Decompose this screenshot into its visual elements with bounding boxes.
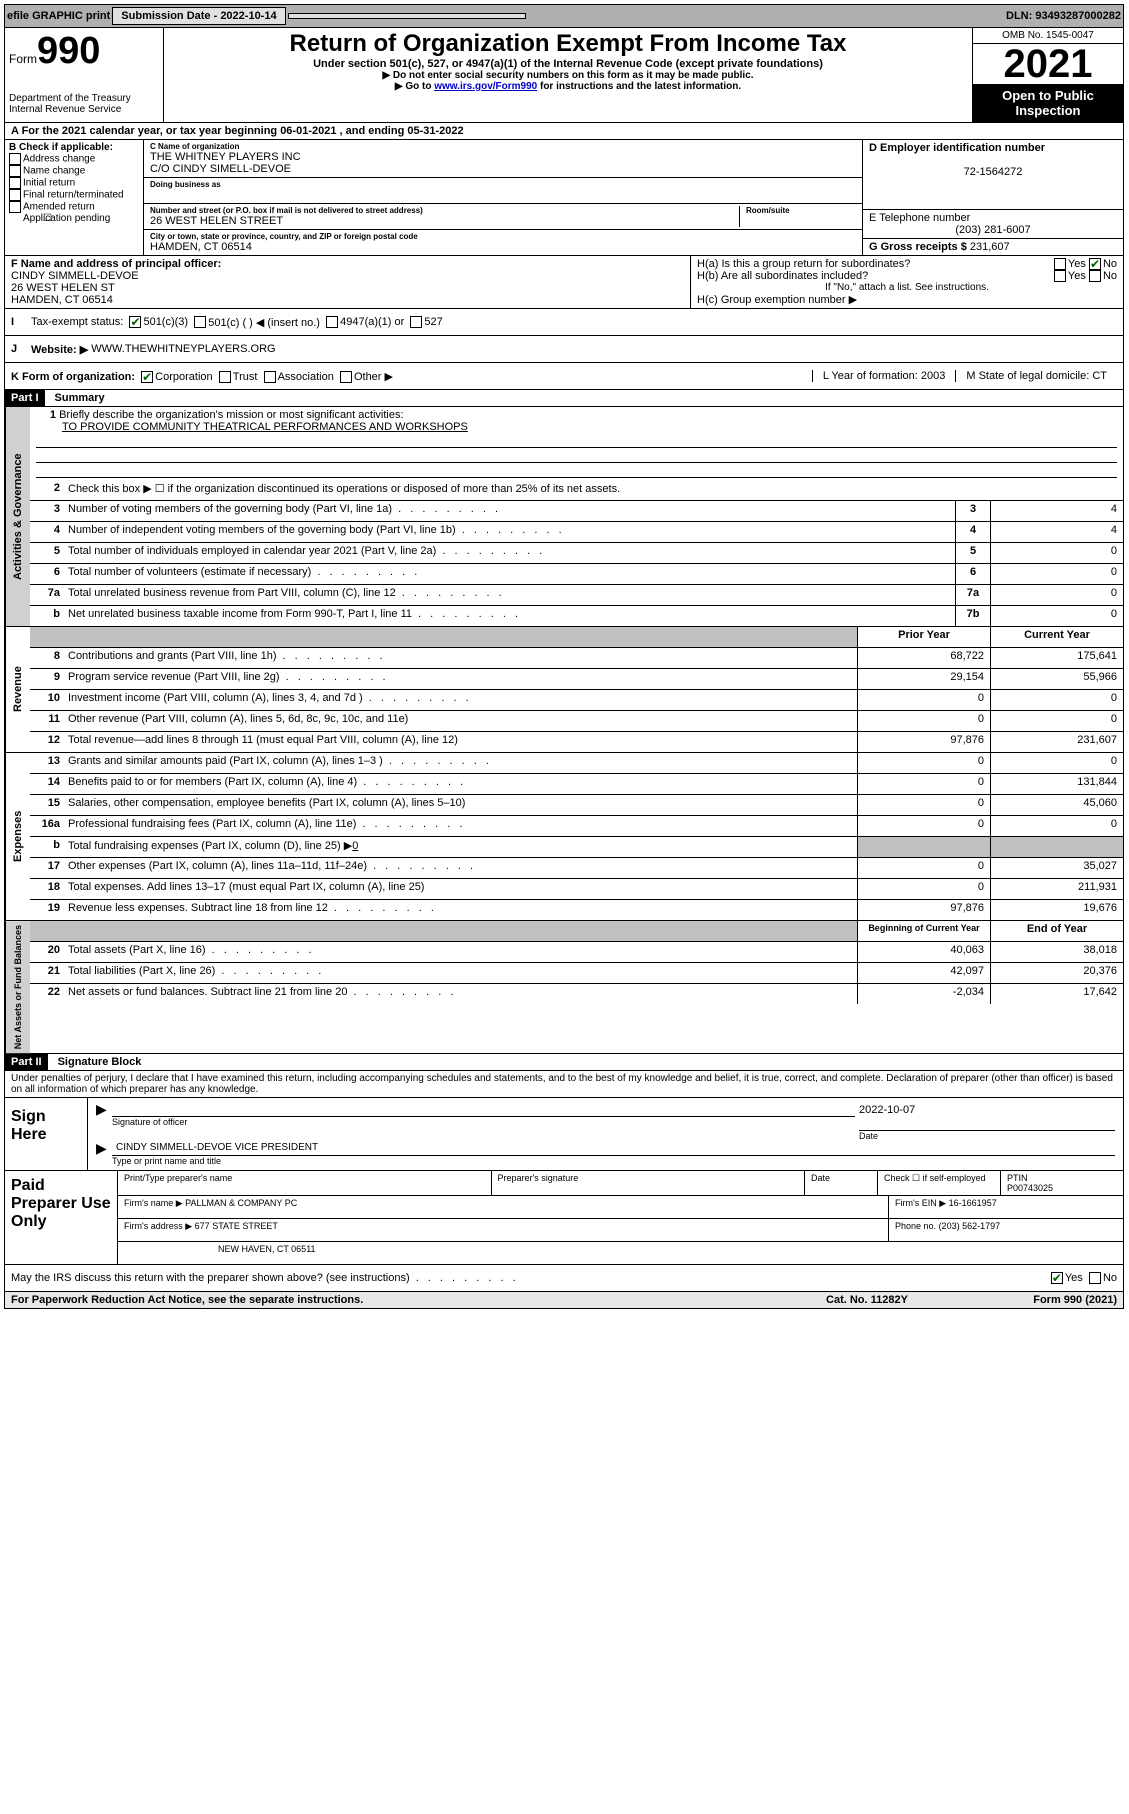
- year-formation: L Year of formation: 2003: [812, 370, 956, 382]
- form-number: Form990: [9, 30, 159, 73]
- entity-block: B Check if applicable: Address change Na…: [4, 140, 1124, 256]
- dept-label: Department of the Treasury: [9, 93, 159, 104]
- sign-here-block: Sign Here ▶ Signature of officer 2022-10…: [4, 1098, 1124, 1171]
- h-a-label: H(a) Is this a group return for subordin…: [697, 258, 1054, 270]
- row-j: J Website: ▶ WWW.THEWHITNEYPLAYERS.ORG: [4, 336, 1124, 363]
- row-a-tax-year: A For the 2021 calendar year, or tax yea…: [4, 123, 1124, 140]
- officer-city: HAMDEN, CT 06514: [11, 294, 113, 306]
- ein-label: D Employer identification number: [869, 142, 1045, 154]
- firm-addr-2: NEW HAVEN, CT 06511: [118, 1242, 1123, 1264]
- ein-value: 72-1564272: [869, 166, 1117, 178]
- form-header: Form990 Department of the Treasury Inter…: [4, 28, 1124, 123]
- form-subtitle: Under section 501(c), 527, or 4947(a)(1)…: [170, 58, 966, 70]
- pending-icon: ☐: [43, 213, 52, 224]
- gross-receipts-label: G Gross receipts $: [869, 241, 967, 253]
- revenue-section: Revenue Prior YearCurrent Year 8Contribu…: [4, 627, 1124, 753]
- sign-date: 2022-10-07: [859, 1104, 1119, 1116]
- irs-label: Internal Revenue Service: [9, 104, 159, 115]
- ptin-value: P00743025: [1007, 1183, 1053, 1193]
- part-ii-header: Part II Signature Block: [4, 1054, 1124, 1071]
- box-b: B Check if applicable: Address change Na…: [5, 140, 144, 255]
- declaration-text: Under penalties of perjury, I declare th…: [4, 1071, 1124, 1098]
- form-note-1: ▶ Do not enter social security numbers o…: [170, 70, 966, 81]
- open-to-public: Open to Public Inspection: [973, 84, 1123, 122]
- side-net-assets: Net Assets or Fund Balances: [5, 921, 30, 1053]
- mission-text: TO PROVIDE COMMUNITY THEATRICAL PERFORMA…: [62, 421, 468, 433]
- firm-name: PALLMAN & COMPANY PC: [185, 1198, 297, 1208]
- h-c-label: H(c) Group exemption number ▶: [697, 293, 1117, 306]
- officer-street: 26 WEST HELEN ST: [11, 282, 115, 294]
- org-name: THE WHITNEY PLAYERS INC: [150, 151, 301, 163]
- paid-preparer-block: Paid Preparer Use Only Print/Type prepar…: [4, 1171, 1124, 1265]
- website-value: WWW.THEWHITNEYPLAYERS.ORG: [91, 343, 275, 355]
- part-i-header: Part I Summary: [4, 390, 1124, 407]
- box-c: C Name of organization THE WHITNEY PLAYE…: [144, 140, 862, 255]
- signer-name: CINDY SIMMELL-DEVOE VICE PRESIDENT: [116, 1142, 318, 1153]
- phone-label: E Telephone number: [869, 212, 970, 224]
- org-co: C/O CINDY SIMELL-DEVOE: [150, 163, 291, 175]
- state-domicile: M State of legal domicile: CT: [955, 370, 1117, 382]
- row-klm: K Form of organization: Corporation Trus…: [4, 363, 1124, 390]
- firm-phone: (203) 562-1797: [939, 1221, 1001, 1231]
- firm-ein: 16-1661957: [949, 1198, 997, 1208]
- org-city: HAMDEN, CT 06514: [150, 241, 252, 253]
- page-footer: For Paperwork Reduction Act Notice, see …: [4, 1292, 1124, 1309]
- dln-label: DLN: 93493287000282: [1006, 10, 1121, 22]
- side-expenses: Expenses: [5, 753, 30, 920]
- officer-block: F Name and address of principal officer:…: [4, 256, 1124, 309]
- submission-date-button[interactable]: Submission Date - 2022-10-14: [112, 7, 285, 25]
- tax-year: 2021: [973, 44, 1123, 84]
- form-note-2: ▶ Go to www.irs.gov/Form990 for instruct…: [170, 81, 966, 92]
- efile-label: efile GRAPHIC print: [7, 10, 110, 22]
- net-assets-section: Net Assets or Fund Balances Beginning of…: [4, 921, 1124, 1054]
- governance-section: Activities & Governance 1 Briefly descri…: [4, 407, 1124, 627]
- side-governance: Activities & Governance: [5, 407, 30, 626]
- phone-value: (203) 281-6007: [869, 224, 1117, 236]
- form-title: Return of Organization Exempt From Incom…: [170, 30, 966, 58]
- side-revenue: Revenue: [5, 627, 30, 752]
- h-b-label: H(b) Are all subordinates included?: [697, 270, 1054, 282]
- firm-addr-1: 677 STATE STREET: [195, 1221, 278, 1231]
- gross-receipts-value: 231,607: [970, 241, 1010, 253]
- expenses-section: Expenses 13Grants and similar amounts pa…: [4, 753, 1124, 921]
- org-street: 26 WEST HELEN STREET: [150, 215, 283, 227]
- instructions-link[interactable]: www.irs.gov/Form990: [434, 81, 537, 92]
- blank-button[interactable]: [288, 13, 526, 19]
- officer-name: CINDY SIMMELL-DEVOE: [11, 270, 139, 282]
- discuss-row: May the IRS discuss this return with the…: [4, 1265, 1124, 1292]
- top-toolbar: efile GRAPHIC print Submission Date - 20…: [4, 4, 1124, 28]
- row-i: I Tax-exempt status: 501(c)(3) 501(c) ( …: [4, 309, 1124, 336]
